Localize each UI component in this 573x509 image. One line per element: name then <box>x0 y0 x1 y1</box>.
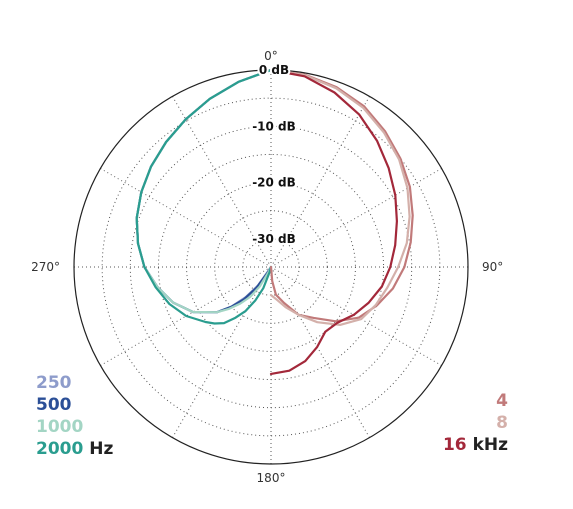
legend-entry-16-row: 16 kHz <box>443 434 508 456</box>
legend-unit-hz: Hz <box>89 439 114 459</box>
angle-label-180: 180° <box>257 471 286 485</box>
polar-series <box>135 68 414 375</box>
grid-spoke <box>172 266 272 438</box>
angle-label-0: 0° <box>264 49 278 63</box>
legend-entry-2000-row: 2000 Hz <box>36 438 113 460</box>
series-line-8 <box>269 68 411 326</box>
grid-spoke <box>100 266 272 366</box>
ring-label-20db: -20 dB <box>252 176 296 190</box>
ring-label-10db: -10 dB <box>252 119 296 133</box>
legend-entry-2000: 2000 <box>36 439 84 459</box>
ring-label-0db: 0 dB <box>259 63 289 77</box>
legend-entry-4: 4 <box>496 391 508 411</box>
grid-spoke <box>270 266 442 366</box>
legend-entry-8: 8 <box>496 413 508 433</box>
ring-label-30db: -30 dB <box>252 232 296 246</box>
legend-entry-500: 500 <box>36 395 72 415</box>
angle-label-270: 270° <box>31 260 60 274</box>
legend-entry-1000: 1000 <box>36 417 84 437</box>
angle-label-90: 90° <box>482 260 503 274</box>
legend-entry-16: 16 <box>442 435 467 455</box>
legend-entry-250: 250 <box>36 373 72 393</box>
series-line-2000 <box>135 68 273 325</box>
grid-spoke <box>270 266 370 438</box>
polar-labels: 0° 90° 180° 270° 0 dB -10 dB -20 dB -30 dB <box>31 49 503 485</box>
series-line-4 <box>269 68 414 323</box>
legend-unit-khz: kHz <box>472 435 508 455</box>
grid-spoke <box>100 168 272 268</box>
legend-hz: 250 500 1000 2000 Hz <box>36 372 113 460</box>
series-line-16 <box>269 68 398 375</box>
legend-khz: 4 8 16 kHz <box>443 390 508 456</box>
grid-spoke <box>172 96 272 268</box>
grid-spoke <box>270 168 442 268</box>
grid-spoke <box>270 96 370 268</box>
